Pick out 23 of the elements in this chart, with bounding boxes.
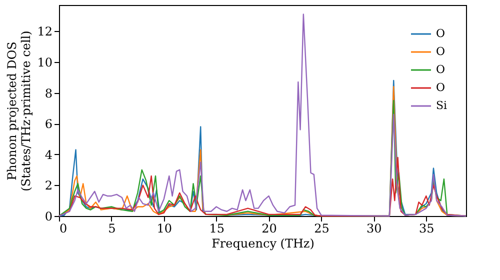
x-axis-title: Frequency (THz)	[212, 236, 314, 250]
legend-label: O	[436, 27, 446, 40]
legend-label: O	[436, 81, 446, 94]
y-tick-label: 12	[37, 24, 52, 39]
line-series	[58, 14, 467, 217]
y-tick-label: 10	[37, 55, 52, 70]
x-tick-label: 10	[156, 222, 172, 236]
x-tick-label: 30	[366, 222, 382, 236]
x-tick-label: 5	[108, 222, 116, 236]
x-tick-label: 15	[209, 222, 224, 236]
x-tick-label: 20	[262, 222, 277, 236]
legend-label: Si	[436, 99, 448, 112]
x-tick-label: 35	[419, 222, 434, 236]
y-tick-label: 4	[44, 148, 53, 162]
y-tick-label: 8	[44, 86, 52, 100]
x-tick-label: 25	[314, 222, 330, 236]
x-tick-label: 0	[60, 222, 68, 236]
legend-label: O	[436, 45, 446, 58]
y-tick-label: 2	[44, 178, 52, 193]
y-tick-label: 6	[44, 117, 52, 132]
legend-label: O	[436, 63, 446, 76]
y-tick-label: 0	[44, 210, 52, 224]
y-axis-title: Phonon projected DOS (States/THz·primitive cell)	[5, 30, 34, 192]
